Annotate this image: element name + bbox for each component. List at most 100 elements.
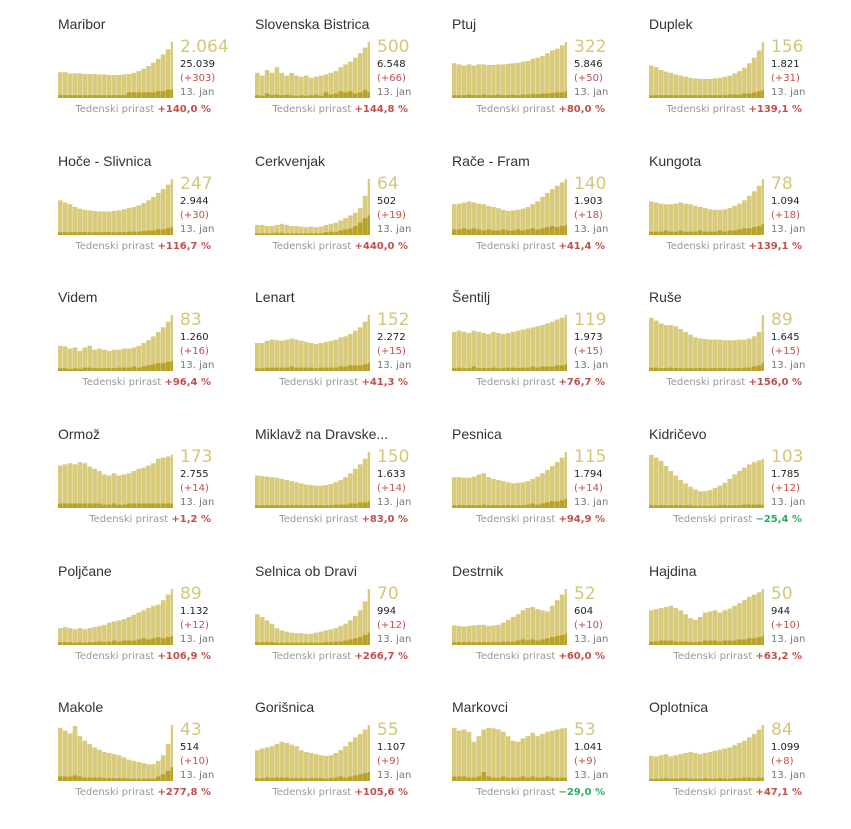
bar-new <box>510 230 516 235</box>
bar-new <box>274 777 280 781</box>
municipality-card: Hoče - Slivnica 247 2.944 (+30) 13. jan Teden… <box>58 153 253 283</box>
active-cases-value: 103 <box>771 447 804 467</box>
bar-active <box>318 631 324 645</box>
bar-active <box>732 340 737 371</box>
bar-active <box>559 457 565 508</box>
bar-new <box>476 505 482 508</box>
sparkline-chart <box>255 725 370 781</box>
bar-new <box>722 95 728 98</box>
bar-new <box>116 232 122 235</box>
bar-active <box>761 179 764 235</box>
bar-active <box>540 610 545 645</box>
bar-new <box>264 93 270 98</box>
sparkline-chart <box>452 179 567 235</box>
bar-new <box>742 777 747 781</box>
bar-active <box>751 336 757 371</box>
bar-new <box>72 232 78 235</box>
weekly-growth: Tedenski prirast +139,1 % <box>666 241 802 252</box>
bar-new <box>761 504 764 508</box>
bar-new <box>72 503 78 508</box>
bar-active <box>466 625 472 645</box>
municipality-name: Ruše <box>649 289 682 305</box>
municipality-card: Pesnica 115 1.794 (+14) 13. jan Tedenski prir… <box>452 426 647 556</box>
bar-active <box>545 193 550 235</box>
bar-new <box>461 368 467 371</box>
bar-new <box>471 642 477 645</box>
bar-active <box>756 592 762 645</box>
bar-active <box>461 477 467 508</box>
total-cases-value: 1.973 <box>574 332 603 343</box>
bar-new <box>535 504 540 508</box>
bar-new <box>707 368 713 371</box>
bar-active <box>308 77 314 98</box>
growth-label: Tedenski prirast <box>75 241 155 252</box>
bar-new <box>466 505 472 508</box>
bar-active <box>328 755 334 781</box>
bar-new <box>712 640 718 645</box>
bar-new <box>742 639 747 645</box>
bar-new <box>131 92 137 98</box>
bar-new <box>160 503 166 508</box>
bar-active <box>510 210 516 235</box>
bar-new <box>501 505 506 508</box>
bar-new <box>299 367 304 371</box>
bar-active <box>476 624 482 645</box>
bar-new <box>545 93 550 98</box>
bar-active <box>501 64 506 98</box>
sparkline-chart <box>649 315 764 371</box>
municipality-card: Slovenska Bistrica 500 6.548 (+66) 13. jan Te… <box>255 16 450 146</box>
active-cases-value: 115 <box>574 447 607 467</box>
bar-new <box>313 778 319 781</box>
bar-active <box>116 349 122 371</box>
bar-active <box>550 730 555 781</box>
bar-active <box>338 220 343 235</box>
bar-active <box>535 57 540 98</box>
bar-new <box>308 642 314 645</box>
bar-active <box>294 226 299 235</box>
bar-active <box>530 732 535 781</box>
bar-new <box>456 95 462 98</box>
bar-active <box>668 325 674 371</box>
bar-new <box>87 232 92 235</box>
bar-new <box>165 228 171 235</box>
bar-active <box>62 730 68 781</box>
bar-active <box>170 42 173 98</box>
bar-new <box>481 642 486 645</box>
bar-active <box>525 61 531 98</box>
bar-active <box>515 482 521 508</box>
bar-new <box>452 229 457 235</box>
bar-active <box>348 61 353 98</box>
bar-active <box>58 628 63 645</box>
bar-active <box>688 751 693 781</box>
bar-new <box>554 365 560 371</box>
bar-new <box>165 637 171 645</box>
bar-new <box>348 228 353 235</box>
bar-active <box>343 218 348 235</box>
bar-new <box>540 228 545 235</box>
bar-new <box>323 505 329 508</box>
bar-active <box>742 67 747 98</box>
bar-active <box>550 466 555 508</box>
bar-active <box>87 345 92 371</box>
bar-new <box>668 231 674 235</box>
bar-active <box>663 466 669 508</box>
bar-active <box>328 483 334 508</box>
bar-new <box>156 776 161 781</box>
bar-active <box>102 74 107 98</box>
bar-new <box>525 504 531 508</box>
bar-new <box>87 777 92 781</box>
bar-new <box>742 228 747 235</box>
bar-active <box>131 614 137 645</box>
bar-new <box>505 641 511 645</box>
bar-active <box>151 336 156 371</box>
bar-new <box>722 778 728 781</box>
bar-active <box>486 625 491 645</box>
bar-new <box>333 232 338 235</box>
bar-new <box>756 226 762 235</box>
bar-active <box>131 72 137 98</box>
bar-active <box>58 345 63 371</box>
bar-new <box>712 368 718 371</box>
bar-active <box>97 211 102 235</box>
bar-active <box>559 182 565 235</box>
bar-active <box>698 617 703 645</box>
